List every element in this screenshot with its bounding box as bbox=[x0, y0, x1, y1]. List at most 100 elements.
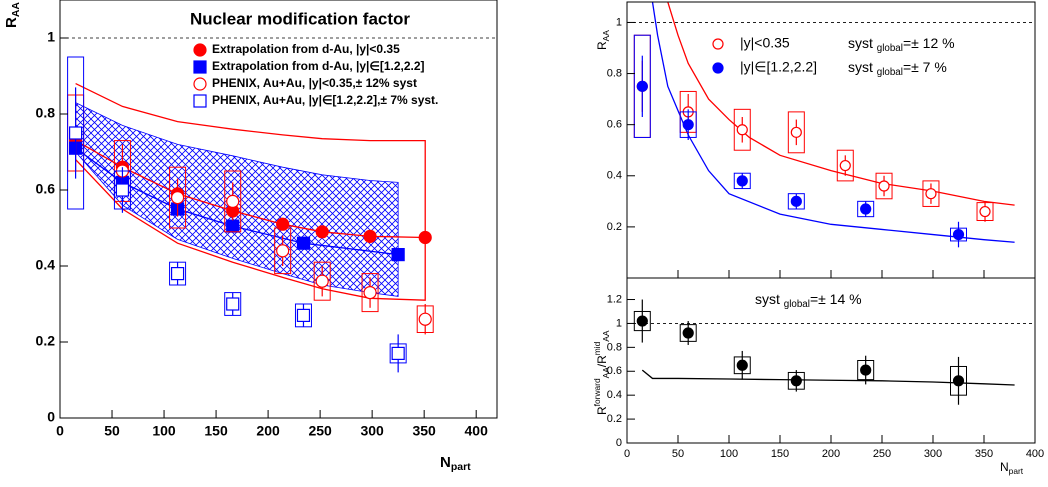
x-tick-label: 300 bbox=[924, 448, 942, 460]
y-axis-label: RforwardAA/RmidAA bbox=[592, 330, 611, 415]
marker bbox=[952, 375, 965, 387]
y-axis-label-part: AA bbox=[601, 367, 611, 379]
marker bbox=[878, 180, 890, 192]
plot-frame bbox=[59, 0, 498, 419]
x-tick-label: 350 bbox=[975, 448, 993, 460]
plot-area bbox=[627, 299, 1035, 405]
legend-entry: Extrapolation from d-Au, |y|<0.35 bbox=[193, 42, 400, 57]
marker bbox=[860, 203, 872, 215]
marker bbox=[391, 346, 405, 360]
marker bbox=[736, 175, 748, 187]
syst-box bbox=[361, 273, 379, 313]
marker bbox=[226, 194, 240, 208]
chart-title: Nuclear modification factor bbox=[190, 9, 410, 28]
y-tick-label: 0.2 bbox=[607, 221, 622, 233]
y-tick-label: 0.4 bbox=[607, 389, 622, 401]
x-axis-label: Npart bbox=[1000, 460, 1024, 476]
y-axis-label-part: R bbox=[595, 406, 609, 415]
plot-area bbox=[60, 37, 497, 373]
marker bbox=[736, 359, 748, 371]
x-tick-label: 400 bbox=[1026, 448, 1044, 460]
annotation-part: syst bbox=[755, 291, 784, 307]
legend-entry: |y|∈[1.2,2.2] syst global=± 7 % bbox=[712, 59, 947, 78]
x-axis-label-part: part bbox=[451, 461, 471, 473]
marker bbox=[790, 195, 802, 207]
y-tick-label: 0 bbox=[616, 437, 622, 449]
syst-box bbox=[224, 170, 242, 233]
annotation-part: =± 14 % bbox=[810, 291, 862, 307]
legend-label: PHENIX, Au+Au, |y|∈[1.2,2.2],± 7% syst. bbox=[212, 93, 438, 107]
y-tick-label: 1 bbox=[47, 29, 55, 45]
syst-box bbox=[733, 108, 751, 151]
legend-note-part: =± 7 % bbox=[903, 59, 947, 75]
marker bbox=[226, 297, 240, 311]
x-tick-label: 200 bbox=[256, 423, 280, 439]
y-tick-label: 0.2 bbox=[607, 413, 622, 425]
marker bbox=[296, 236, 311, 250]
marker bbox=[276, 244, 290, 258]
y-axis-label-part: forward bbox=[592, 378, 602, 406]
marker bbox=[226, 219, 240, 233]
marker bbox=[712, 62, 724, 74]
marker bbox=[296, 308, 311, 322]
marker bbox=[839, 159, 851, 172]
x-tick-label: 100 bbox=[720, 448, 738, 460]
legend-label: PHENIX, Au+Au, |y|<0.35,± 12% syst bbox=[212, 76, 417, 90]
legend-label: |y|∈[1.2,2.2] bbox=[740, 59, 817, 75]
marker bbox=[682, 327, 694, 339]
y-tick-label: 0.8 bbox=[607, 67, 622, 79]
y-axis-label-part: R bbox=[595, 41, 609, 50]
x-tick-label: 250 bbox=[873, 448, 891, 460]
y-tick-label: 0.6 bbox=[36, 181, 56, 197]
syst-box bbox=[922, 180, 940, 207]
marker bbox=[925, 188, 937, 200]
marker bbox=[115, 183, 130, 197]
marker bbox=[952, 228, 965, 241]
syst-box bbox=[633, 34, 651, 138]
y-axis-label-part: /R bbox=[595, 355, 609, 367]
y-tick-label: 0.8 bbox=[607, 341, 622, 353]
y-tick-label: 0.4 bbox=[36, 257, 56, 273]
plot-area bbox=[627, 2, 1035, 248]
legend-note-part: =± 12 % bbox=[903, 35, 955, 51]
x-tick-label: 250 bbox=[308, 423, 332, 439]
x-axis-label-part: N bbox=[440, 454, 451, 471]
marker bbox=[790, 126, 802, 138]
curve bbox=[75, 83, 426, 301]
marker bbox=[193, 77, 207, 91]
legend-note-part: syst bbox=[848, 35, 877, 51]
y-tick-label: 0.8 bbox=[36, 105, 56, 121]
marker bbox=[170, 191, 185, 205]
x-tick-label: 0 bbox=[56, 423, 64, 439]
marker bbox=[170, 267, 185, 281]
legend-entry: PHENIX, Au+Au, |y|∈[1.2,2.2],± 7% syst. bbox=[193, 93, 438, 108]
marker bbox=[391, 248, 405, 262]
marker bbox=[315, 274, 329, 288]
x-tick-label: 50 bbox=[104, 423, 120, 439]
marker bbox=[193, 60, 207, 74]
y-axis-label-part: AA bbox=[601, 30, 611, 42]
x-tick-label: 100 bbox=[152, 423, 176, 439]
marker bbox=[418, 312, 432, 326]
marker bbox=[193, 43, 207, 57]
x-axis-label: Npart bbox=[440, 454, 471, 473]
x-tick-label: 400 bbox=[465, 423, 489, 439]
legend-note: syst global=± 7 % bbox=[848, 59, 947, 78]
marker bbox=[682, 119, 694, 131]
legend-note-part: syst bbox=[848, 59, 877, 75]
y-tick-label: 0.2 bbox=[36, 333, 56, 349]
y-tick-label: 0.4 bbox=[607, 170, 622, 182]
annotation: syst global=± 14 % bbox=[755, 291, 862, 310]
legend-entry: |y|<0.35 syst global=± 12 % bbox=[712, 35, 955, 54]
legend-label: |y|<0.35 bbox=[740, 35, 790, 51]
y-axis-label-part: AA bbox=[601, 330, 611, 342]
y-axis-label-part: AA bbox=[10, 2, 22, 18]
marker bbox=[790, 375, 802, 387]
marker bbox=[636, 80, 648, 92]
syst-box bbox=[169, 166, 187, 229]
y-axis-label: RAA bbox=[3, 2, 22, 28]
syst-box bbox=[67, 56, 85, 210]
marker bbox=[736, 124, 748, 136]
marker bbox=[418, 230, 432, 245]
